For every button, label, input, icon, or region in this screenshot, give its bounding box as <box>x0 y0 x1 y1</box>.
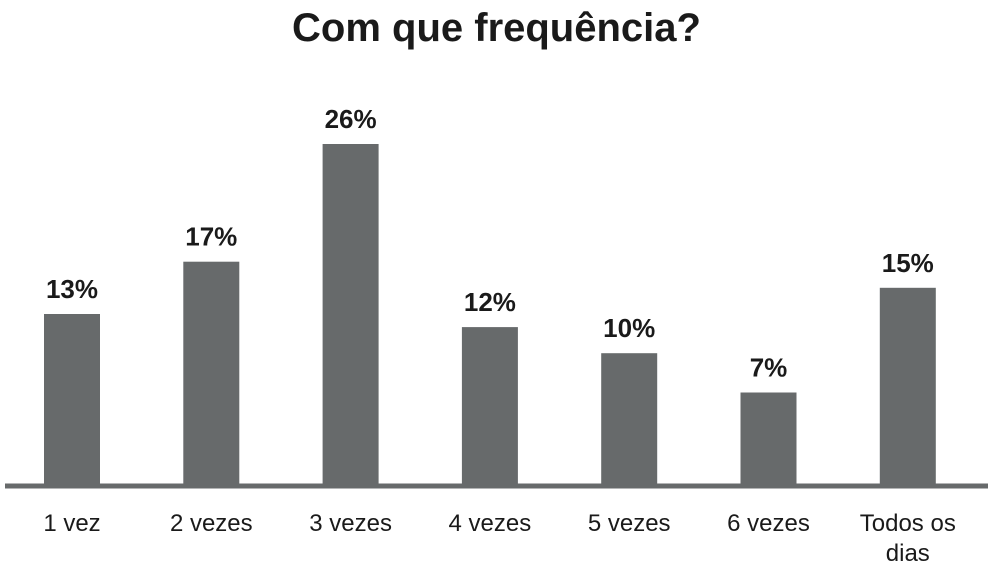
bar-1 <box>44 314 100 484</box>
data-label-2: 17% <box>185 222 237 252</box>
bar-7 <box>879 287 936 484</box>
bar-2 <box>183 261 240 484</box>
chart-title: Com que frequência? <box>292 6 701 50</box>
bars-layer <box>44 144 936 484</box>
data-label-5: 10% <box>603 313 655 343</box>
x-tick-label-7: Todos os dias <box>860 510 956 567</box>
x-tick-label-5: 5 vezes <box>588 510 671 537</box>
data-label-6: 7% <box>750 353 788 383</box>
x-tick-label-1: 1 vez <box>43 510 100 537</box>
x-tick-label-2: 2 vezes <box>170 510 253 537</box>
x-tick-label-6: 6 vezes <box>727 510 810 537</box>
bar-4 <box>461 327 518 484</box>
x-tick-label-4: 4 vezes <box>449 510 532 537</box>
labels-layer: 13% 1 vez 17% 2 vezes 26% 3 vezes 12% 4 vezes 10… <box>43 104 956 567</box>
bar-3 <box>322 144 379 484</box>
bar-5 <box>601 353 658 484</box>
bar-6 <box>740 392 797 484</box>
data-label-7: 15% <box>882 248 934 278</box>
data-label-4: 12% <box>464 287 516 317</box>
x-tick-label-3: 3 vezes <box>309 510 392 537</box>
data-label-1: 13% <box>46 274 98 304</box>
data-label-3: 26% <box>325 104 377 134</box>
